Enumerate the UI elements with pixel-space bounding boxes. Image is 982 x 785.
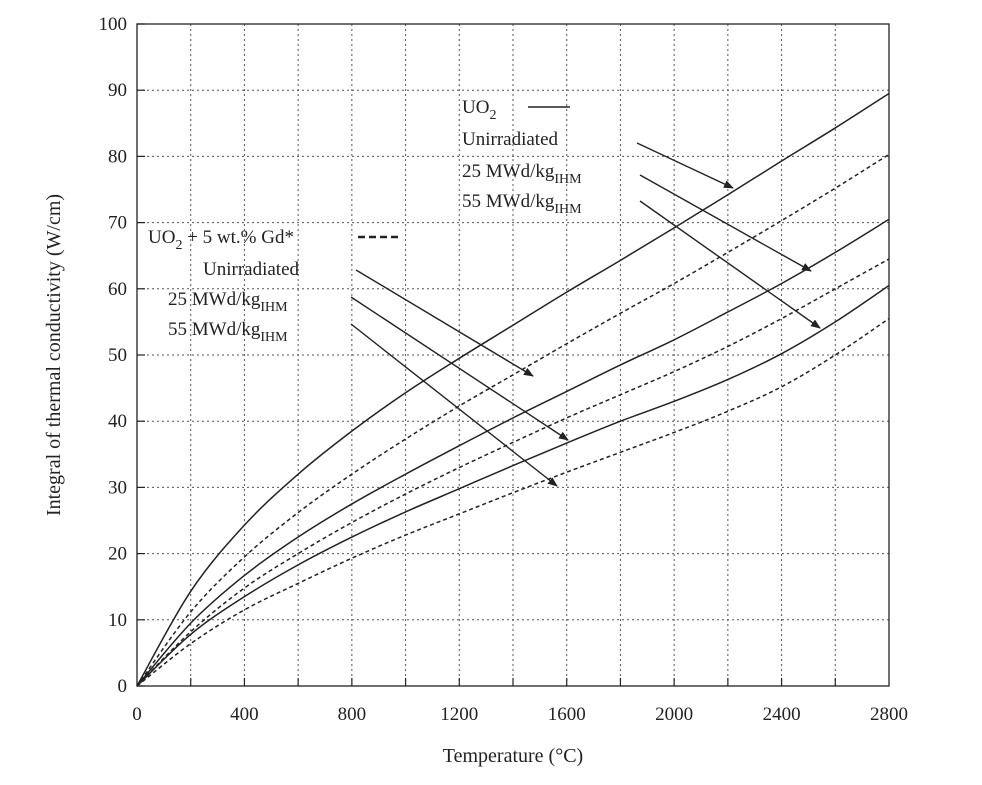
series-line-1-solid [136, 92, 890, 687]
arrow-gd-unirradiated [355, 269, 534, 377]
y-axis-label: Integral of thermal conductivity (W/cm) [43, 194, 65, 516]
arrow-uo2-25mwd [639, 174, 812, 272]
x-tick-label: 1200 [440, 704, 478, 725]
y-tick-label: 100 [99, 14, 128, 35]
x-axis-label: Temperature (°C) [443, 745, 583, 767]
uo2-25mwd-label: 25 MWd/kgIHM [462, 161, 582, 187]
gd-legend: UO2 + 5 wt.% Gd* Unirradiated 25 MWd/kgI… [148, 227, 401, 345]
series-line-5-dashed [136, 258, 890, 687]
series-lines [136, 92, 890, 687]
annotation-arrows [350, 142, 821, 487]
y-tick-label: 30 [108, 477, 127, 498]
y-tick-label: 70 [108, 213, 127, 234]
series-line-6-dashed [136, 317, 890, 687]
series-line-2-solid [136, 218, 890, 687]
series-line-4-dashed [136, 153, 890, 687]
x-tick-label: 0 [132, 704, 142, 725]
y-tick-label: 0 [118, 676, 128, 697]
gd-55mwd-label: 55 MWd/kgIHM [168, 319, 288, 345]
y-tick-label: 60 [108, 279, 127, 300]
x-tick-label: 2400 [763, 704, 801, 725]
x-tick-label: 2000 [655, 704, 693, 725]
uo2-legend-title: UO2 [462, 97, 496, 123]
y-tick-label: 90 [108, 80, 127, 101]
x-tick-label: 800 [338, 704, 367, 725]
gd-legend-title: UO2 + 5 wt.% Gd* [148, 227, 294, 253]
x-tick-label: 1600 [548, 704, 586, 725]
y-tick-label: 50 [108, 345, 127, 366]
arrow-gd-55mwd [350, 323, 558, 487]
gd-25mwd-label: 25 MWd/kgIHM [168, 289, 288, 315]
y-tick-label: 20 [108, 544, 127, 565]
y-tick-label: 10 [108, 610, 127, 631]
arrow-uo2-55mwd [639, 200, 821, 329]
uo2-unirradiated-label: Unirradiated [462, 129, 559, 150]
grid [137, 24, 889, 686]
y-tick-label: 40 [108, 411, 127, 432]
arrow-gd-25mwd [350, 296, 569, 441]
gd-unirradiated-label: Unirradiated [203, 259, 300, 280]
y-tick-label: 80 [108, 146, 127, 167]
x-tick-label: 2800 [870, 704, 908, 725]
arrow-uo2-unirradiated [636, 142, 734, 189]
x-tick-label: 400 [230, 704, 259, 725]
series-line-3-solid [136, 284, 890, 687]
uo2-legend: UO2 Unirradiated 25 MWd/kgIHM 55 MWd/kgI… [462, 97, 582, 217]
axis-ticks: 0 10 20 30 40 50 60 70 80 90 100 0 400 800 1200 1600 200… [99, 14, 909, 725]
uo2-55mwd-label: 55 MWd/kgIHM [462, 191, 582, 217]
